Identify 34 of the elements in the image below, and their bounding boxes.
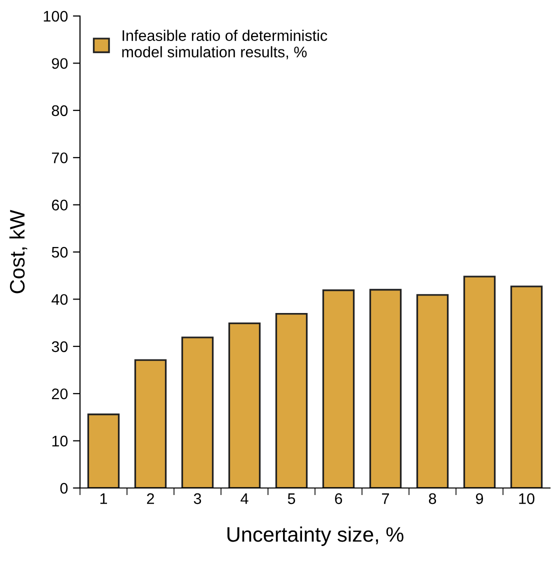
- y-axis-title: Cost, kW: [9, 210, 28, 294]
- y-tick-label: 80: [52, 105, 68, 116]
- bar: [510, 286, 543, 488]
- y-tick-label: 0: [60, 482, 68, 494]
- bar: [275, 312, 308, 488]
- x-tick-label: 9: [476, 493, 484, 504]
- x-tick-label: 4: [240, 493, 248, 504]
- y-tick-label: 70: [52, 152, 68, 164]
- y-tick-label: 90: [52, 58, 68, 69]
- y-tick-label: 20: [52, 388, 68, 400]
- bar: [369, 288, 402, 488]
- y-tick-label: 60: [52, 200, 68, 210]
- y-tick-label: 10: [52, 436, 68, 446]
- x-tick-label: 3: [194, 493, 202, 504]
- y-tick-label: 40: [52, 294, 68, 305]
- bar: [322, 289, 355, 488]
- x-tick-label: 2: [147, 493, 154, 504]
- bar: [87, 414, 120, 488]
- x-tick-label: 5: [288, 493, 296, 504]
- x-tick-label: 1: [100, 493, 108, 504]
- bar: [134, 359, 167, 488]
- x-tick-label: 6: [335, 493, 342, 504]
- bar: [463, 276, 496, 488]
- x-tick-label: 8: [428, 493, 436, 504]
- bar: [181, 336, 214, 488]
- x-axis-title: Uncertainty size, %: [227, 526, 404, 546]
- bar: [228, 322, 261, 488]
- y-tick-label: 100: [44, 10, 68, 22]
- bar: [416, 294, 449, 488]
- legend-label: Infeasible ratio of deterministic model simulation results, %: [122, 30, 328, 60]
- y-tick-label: 50: [52, 246, 68, 258]
- y-tick-label: 30: [52, 341, 68, 352]
- x-tick-label: 10: [519, 493, 534, 504]
- x-tick-label: 7: [382, 493, 389, 504]
